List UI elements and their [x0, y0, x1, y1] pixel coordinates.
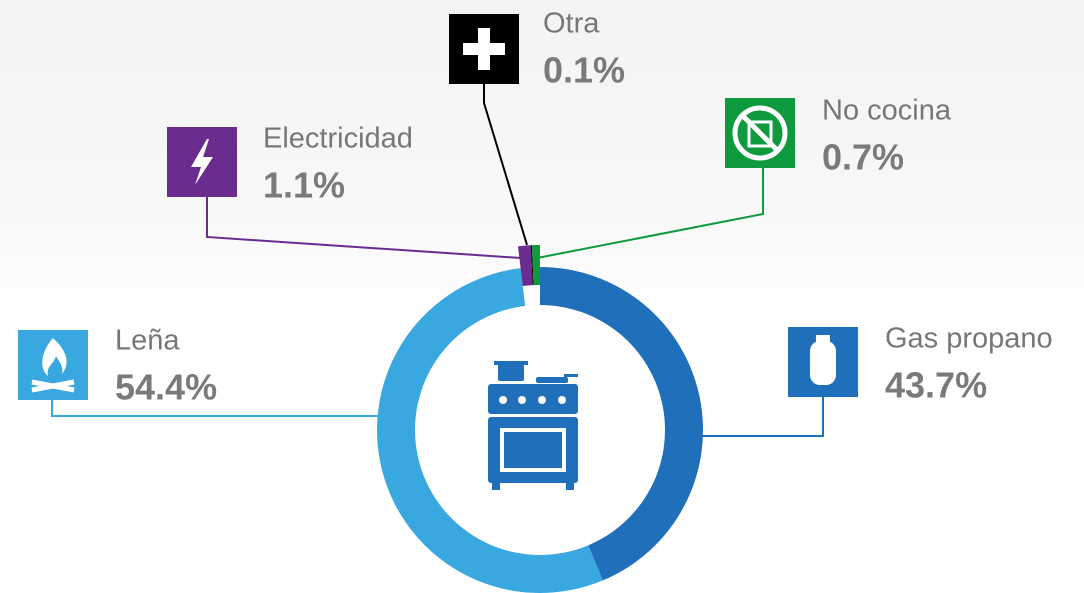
- category-icon: [788, 327, 858, 397]
- stove-icon: [488, 361, 578, 490]
- icon-shape: [191, 139, 213, 185]
- category-label: Gas propano: [885, 323, 1053, 355]
- category-label: Otra: [543, 8, 600, 40]
- icon-shape: [42, 338, 67, 376]
- category-label: Leña: [115, 325, 180, 357]
- leader-line: [206, 195, 522, 259]
- leader-line: [483, 84, 528, 246]
- icon-shape: [463, 28, 505, 70]
- slices: [376, 245, 703, 593]
- icon-shape: [747, 120, 773, 148]
- icon-shape: [810, 341, 836, 385]
- category-icon: [449, 14, 519, 84]
- icon-shape: [740, 113, 780, 153]
- slice: [517, 245, 533, 287]
- category-icon: [167, 127, 237, 197]
- icon-shape: [816, 335, 830, 343]
- value-label: 0.1%: [543, 50, 625, 91]
- leader-line: [51, 400, 378, 417]
- category-icon: [18, 330, 88, 400]
- value-label: 1.1%: [263, 165, 345, 206]
- leader-line: [536, 168, 764, 259]
- slice: [531, 245, 540, 286]
- category-label: No cocina: [822, 95, 952, 127]
- value-label: 43.7%: [885, 365, 987, 406]
- category-icon: [725, 98, 795, 168]
- leader-line: [700, 397, 824, 437]
- slice: [376, 268, 603, 593]
- icon-shape: [31, 379, 75, 393]
- icon-shape: [732, 105, 788, 161]
- category-label: Electricidad: [263, 123, 413, 155]
- slice: [540, 267, 703, 581]
- value-label: 0.7%: [822, 137, 904, 178]
- value-label: 54.4%: [115, 367, 217, 408]
- slice: [530, 245, 534, 286]
